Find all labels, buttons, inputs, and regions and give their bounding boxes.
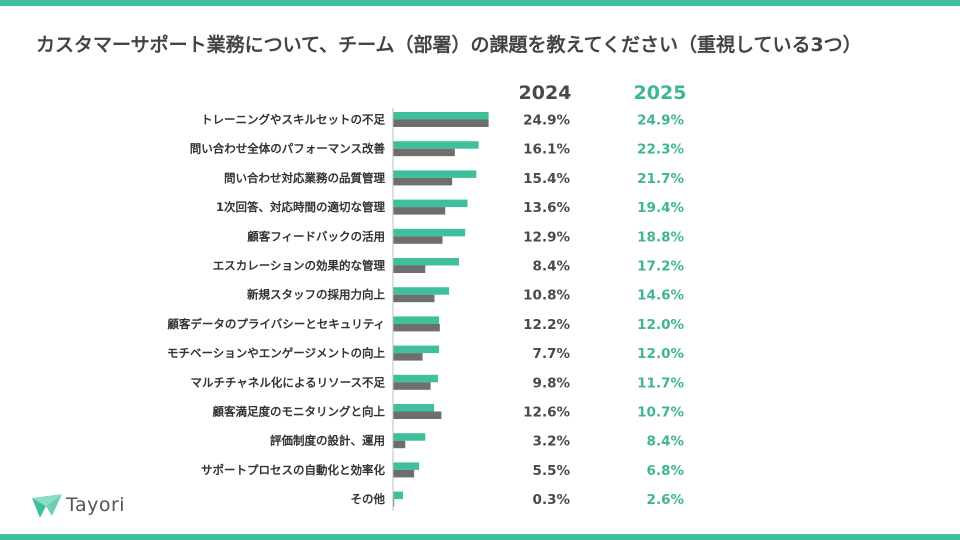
bar-2024 <box>393 499 395 507</box>
value-label-2024: 16.1% <box>523 142 570 158</box>
value-label-2024: 5.5% <box>533 463 571 479</box>
bar-2024 <box>393 323 440 332</box>
value-label-2025: 12.0% <box>637 317 684 333</box>
bar-2025 <box>393 199 468 208</box>
bar-2024 <box>393 148 455 157</box>
bar-2025 <box>393 433 426 441</box>
value-label-2024: 12.2% <box>523 317 570 333</box>
column-header-2025: 2025 <box>633 82 687 104</box>
bar-2025 <box>393 258 460 266</box>
category-label: エスカレーションの効果的な管理 <box>213 259 386 273</box>
bar-2025 <box>393 141 479 149</box>
bar-2025 <box>393 316 440 324</box>
value-label-2024: 15.4% <box>523 171 570 187</box>
bar-2024 <box>393 207 446 215</box>
bar-2024 <box>393 353 423 361</box>
category-label: その他 <box>351 492 386 506</box>
value-label-2025: 14.6% <box>637 288 684 304</box>
value-label-2025: 11.7% <box>637 375 684 391</box>
value-label-2024: 12.6% <box>523 405 570 421</box>
bar-2025 <box>393 491 403 500</box>
value-label-2025: 19.4% <box>637 200 684 216</box>
category-label: 顧客データのプライバシーとセキュリティ <box>167 317 385 331</box>
category-label: 問い合わせ対応業務の品質管理 <box>224 171 385 185</box>
bar-2025 <box>393 374 438 383</box>
bar-2024 <box>393 265 426 273</box>
value-label-2025: 8.4% <box>647 434 685 450</box>
value-label-2025: 21.7% <box>637 171 684 187</box>
bar-2025 <box>393 404 435 412</box>
bar-2025 <box>393 345 440 354</box>
bar-2025 <box>393 228 466 237</box>
bar-2024 <box>393 177 453 186</box>
value-label-2024: 12.9% <box>523 229 570 245</box>
column-header-2024: 2024 <box>518 82 572 104</box>
bar-2025 <box>393 287 450 295</box>
bottom-accent-bar <box>0 534 960 540</box>
bar-2024 <box>393 469 415 478</box>
category-label: 顧客満足度のモニタリングと向上 <box>213 405 386 419</box>
category-label: サポートプロセスの自動化と効率化 <box>201 463 385 477</box>
bar-2024 <box>393 411 442 419</box>
value-label-2025: 10.7% <box>637 405 684 421</box>
category-label: 顧客フィードバックの活用 <box>247 229 385 243</box>
category-label: モチベーションやエンゲージメントの向上 <box>167 346 386 360</box>
category-label: トレーニングやスキルセットの不足 <box>201 113 385 127</box>
category-label: マルチチャネル化によるリソース不足 <box>191 375 386 389</box>
value-label-2024: 7.7% <box>533 346 571 362</box>
bar-2025 <box>393 112 489 120</box>
value-label-2025: 17.2% <box>637 259 684 275</box>
bar-2025 <box>393 170 477 178</box>
bar-2025 <box>393 462 420 470</box>
value-label-2025: 6.8% <box>647 463 685 479</box>
value-label-2024: 24.9% <box>523 113 570 129</box>
value-label-2024: 0.3% <box>533 492 571 508</box>
category-label: 新規スタッフの採用力向上 <box>247 288 385 302</box>
bar-2024 <box>393 294 435 303</box>
page-title: カスタマーサポート業務について、チーム（部署）の課題を教えてください（重視してい… <box>36 34 862 56</box>
bar-2024 <box>393 119 489 127</box>
value-label-2025: 2.6% <box>647 492 685 508</box>
value-label-2025: 22.3% <box>637 142 684 158</box>
top-accent-bar <box>0 0 960 6</box>
value-label-2024: 3.2% <box>533 434 571 450</box>
value-label-2024: 8.4% <box>533 259 571 275</box>
value-label-2024: 13.6% <box>523 200 570 216</box>
bar-2024 <box>393 440 406 449</box>
bar-2024 <box>393 236 443 244</box>
category-label: 評価制度の設計、運用 <box>270 434 385 448</box>
bar-2024 <box>393 382 431 390</box>
value-label-2024: 10.8% <box>523 288 570 304</box>
value-label-2025: 24.9% <box>637 113 684 129</box>
category-label: 1次回答、対応時間の適切な管理 <box>216 200 386 214</box>
value-label-2024: 9.8% <box>533 375 571 391</box>
brand-name: Tayori <box>66 494 126 516</box>
category-label: 問い合わせ全体のパフォーマンス改善 <box>190 142 386 156</box>
value-label-2025: 12.0% <box>637 346 684 362</box>
value-label-2025: 18.8% <box>637 229 684 245</box>
tayori-logo-icon <box>32 494 62 518</box>
